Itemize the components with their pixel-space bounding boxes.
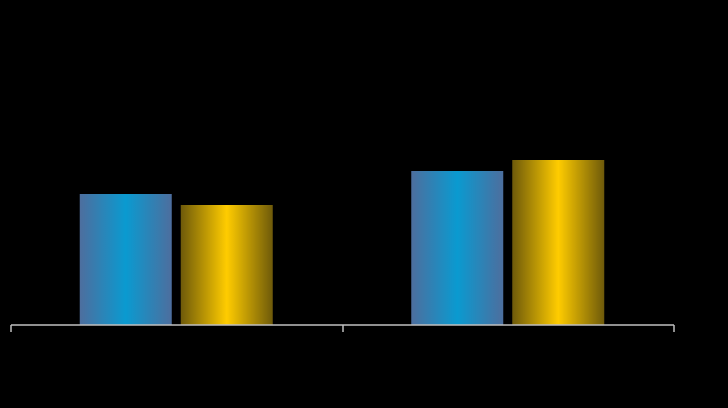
bar <box>180 205 273 325</box>
bar <box>79 194 172 325</box>
plot-area <box>79 160 605 325</box>
bar <box>411 171 504 325</box>
bar <box>512 160 605 325</box>
